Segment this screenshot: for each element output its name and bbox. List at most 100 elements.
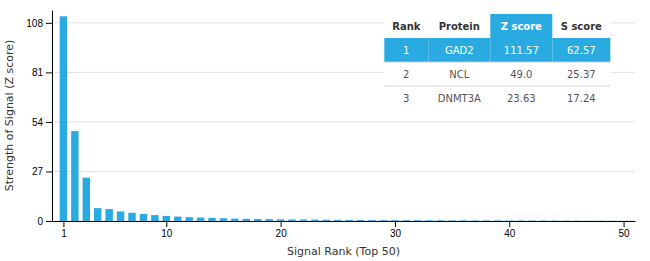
grid bbox=[52, 23, 635, 221]
table-separator bbox=[384, 86, 610, 87]
y-tick: 81 bbox=[32, 67, 52, 78]
table-cell: 111.57 bbox=[504, 45, 539, 56]
table-cell: 49.0 bbox=[510, 69, 532, 80]
bar bbox=[540, 220, 547, 221]
bar bbox=[334, 220, 341, 221]
bar bbox=[586, 220, 593, 221]
bar bbox=[311, 220, 318, 221]
table-cell: 62.57 bbox=[567, 45, 596, 56]
bar bbox=[460, 220, 467, 221]
bar bbox=[346, 220, 353, 221]
y-tick-mark bbox=[46, 23, 52, 24]
bar bbox=[574, 220, 581, 221]
bar bbox=[414, 220, 421, 221]
x-axis-title: Signal Rank (Top 50) bbox=[287, 245, 400, 258]
chart: 1 10 20 30 40 50 0 27 54 81 108 Signal Rank (Top 50… bbox=[0, 0, 650, 261]
bar bbox=[220, 218, 227, 221]
y-axis: 0 27 54 81 108 bbox=[26, 11, 52, 227]
y-tick: 27 bbox=[32, 166, 52, 177]
bar bbox=[254, 219, 261, 221]
bar bbox=[288, 219, 295, 221]
bar bbox=[323, 220, 330, 221]
bar bbox=[151, 215, 158, 221]
y-tick-label: 54 bbox=[32, 117, 44, 128]
x-tick: 1 bbox=[61, 221, 67, 239]
y-tick: 54 bbox=[32, 117, 52, 128]
bar bbox=[506, 220, 513, 221]
table-header: Z score bbox=[501, 21, 542, 32]
table-bg bbox=[384, 14, 610, 110]
bar bbox=[380, 220, 387, 221]
x-tick-label: 20 bbox=[276, 228, 288, 239]
bar bbox=[128, 213, 135, 221]
bars bbox=[60, 16, 628, 221]
bar bbox=[620, 220, 627, 221]
table-header: S score bbox=[561, 21, 602, 32]
x-tick: 50 bbox=[619, 221, 631, 239]
bar bbox=[426, 220, 433, 221]
bar bbox=[391, 220, 398, 221]
y-tick: 108 bbox=[26, 18, 52, 29]
bar bbox=[197, 218, 204, 221]
bar bbox=[437, 220, 444, 221]
y-tick-label: 27 bbox=[32, 166, 44, 177]
table-header: Protein bbox=[439, 21, 480, 32]
table-cell: 1 bbox=[403, 45, 409, 56]
y-axis-title: Strength of Signal (Z score) bbox=[3, 40, 16, 192]
grid-line bbox=[52, 121, 635, 122]
table-header-bg bbox=[490, 14, 552, 38]
y-tick: 0 bbox=[37, 216, 52, 227]
y-tick-label: 0 bbox=[37, 216, 43, 227]
grid-line bbox=[52, 171, 635, 172]
table-cell: 2 bbox=[403, 69, 409, 80]
x-tick-mark bbox=[63, 221, 64, 227]
bar bbox=[60, 16, 67, 221]
bar bbox=[163, 216, 170, 221]
bar bbox=[471, 220, 478, 221]
grid-line bbox=[52, 221, 635, 222]
x-axis-line bbox=[53, 221, 636, 222]
x-tick-label: 10 bbox=[161, 228, 173, 239]
bar bbox=[265, 219, 272, 221]
bar bbox=[83, 178, 90, 221]
y-tick-mark bbox=[46, 171, 52, 172]
bar bbox=[243, 219, 250, 221]
bar bbox=[368, 220, 375, 221]
bar bbox=[551, 220, 558, 221]
bar bbox=[174, 217, 181, 221]
x-tick-label: 1 bbox=[61, 228, 67, 239]
y-tick-mark bbox=[46, 72, 52, 73]
x-tick-label: 50 bbox=[619, 228, 631, 239]
x-tick-mark bbox=[624, 221, 625, 227]
bar bbox=[117, 211, 124, 221]
x-tick-label: 40 bbox=[504, 228, 516, 239]
x-tick: 40 bbox=[504, 221, 516, 239]
bar bbox=[71, 131, 78, 221]
table-cell: GAD2 bbox=[445, 45, 474, 56]
plot: 1 10 20 30 40 50 0 27 54 81 108 bbox=[26, 11, 635, 240]
bar bbox=[528, 220, 535, 221]
table-cell: 17.24 bbox=[567, 93, 596, 104]
bar bbox=[403, 220, 410, 221]
bar bbox=[448, 220, 455, 221]
y-tick-label: 108 bbox=[26, 18, 43, 29]
table-cell-bg bbox=[552, 38, 610, 62]
table: Rank Protein Z score S score 1 GAD2 111.57 62.5… bbox=[384, 14, 610, 110]
y-tick-mark bbox=[46, 221, 52, 222]
bar bbox=[231, 219, 238, 221]
x-tick-label: 30 bbox=[390, 228, 402, 239]
x-tick: 10 bbox=[161, 221, 173, 239]
table-cell-bg bbox=[428, 38, 490, 62]
bar bbox=[483, 220, 490, 221]
bar bbox=[140, 214, 147, 221]
table-separator bbox=[384, 62, 610, 63]
bar bbox=[608, 220, 615, 221]
table-cell: DNMT3A bbox=[438, 93, 481, 104]
x-tick: 30 bbox=[390, 221, 402, 239]
y-tick-label: 81 bbox=[32, 67, 44, 78]
table-header: Rank bbox=[392, 21, 421, 32]
bar bbox=[185, 217, 192, 221]
x-tick-mark bbox=[509, 221, 510, 227]
y-tick-mark bbox=[46, 122, 52, 123]
bar bbox=[597, 220, 604, 221]
